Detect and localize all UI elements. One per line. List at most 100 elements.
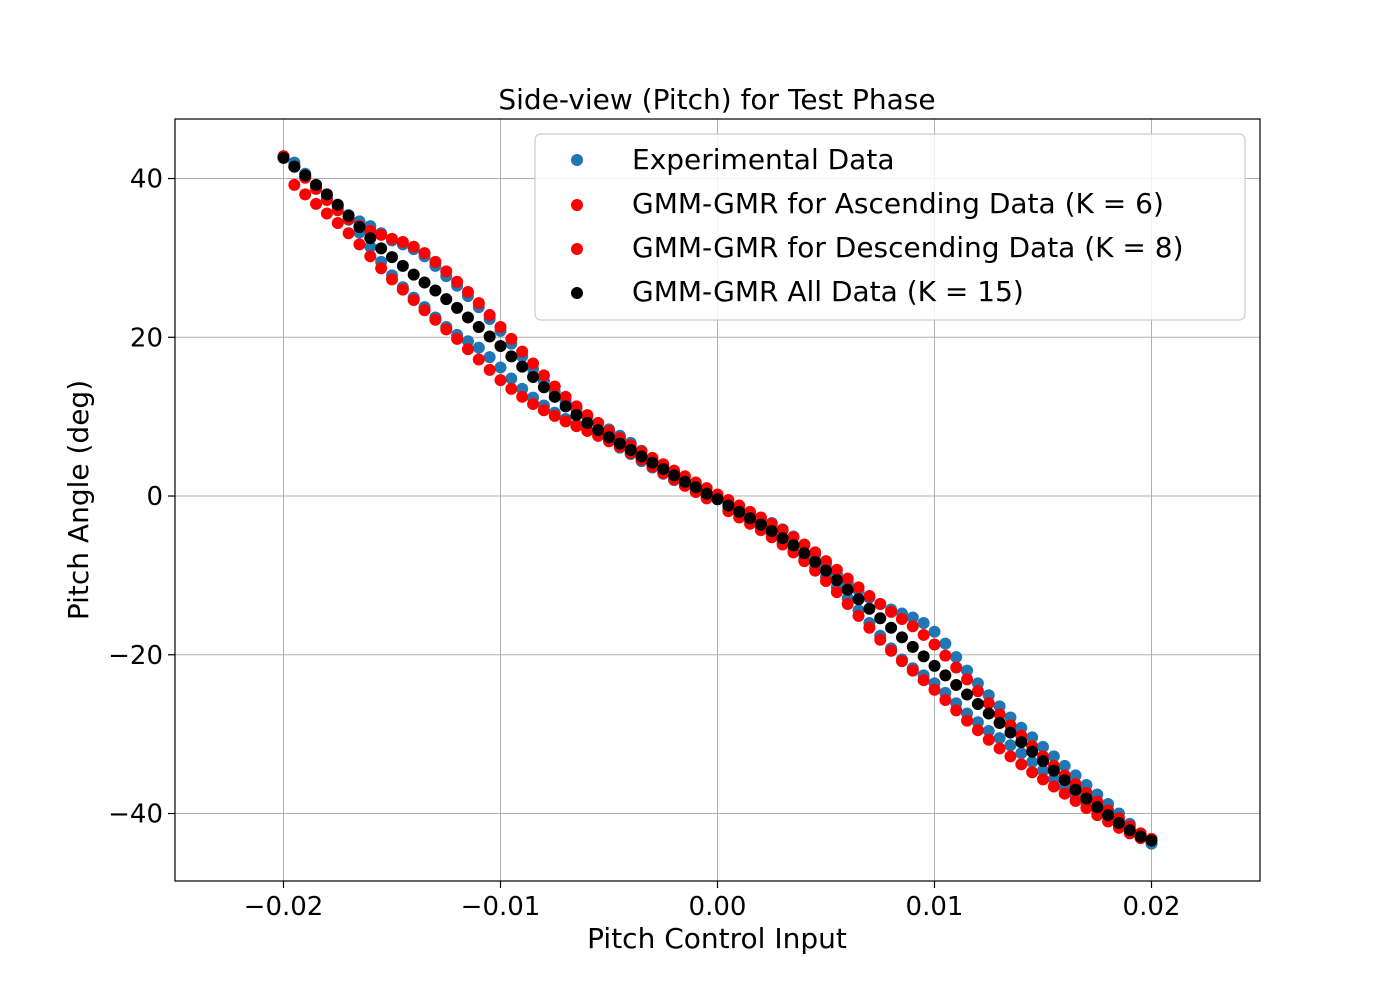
experimental-data-point <box>472 341 485 354</box>
gmm-gmr-ascending-point <box>559 390 572 403</box>
gmm-gmr-all-point <box>820 564 832 577</box>
gmm-gmr-all-point <box>830 574 843 587</box>
experimental-data-point <box>1058 759 1071 772</box>
series-gmm-gmr-all <box>277 151 1158 847</box>
gmm-gmr-all-point <box>472 320 485 333</box>
gmm-gmr-all-point <box>570 409 583 422</box>
gmm-gmr-descending-point <box>895 655 908 668</box>
gmm-gmr-all-point <box>603 431 615 444</box>
gmm-gmr-all-point <box>559 400 572 413</box>
gmm-gmr-descending-point <box>1015 758 1028 771</box>
gmm-gmr-all-point <box>1058 774 1071 787</box>
gmm-gmr-ascending-point <box>982 697 995 710</box>
gmm-gmr-all-point <box>885 621 898 634</box>
gmm-gmr-descending-point <box>950 704 963 717</box>
gmm-gmr-descending-point <box>971 724 984 737</box>
gmm-gmr-ascending-point <box>971 685 984 698</box>
gmm-gmr-ascending-point <box>386 232 398 245</box>
gmm-gmr-ascending-point <box>841 572 854 585</box>
legend-marker-all-data <box>571 287 583 299</box>
gmm-gmr-all-point <box>581 417 594 430</box>
gmm-gmr-all-point <box>668 469 681 482</box>
gmm-gmr-all-point <box>646 456 659 469</box>
gmm-gmr-descending-point <box>299 188 312 201</box>
experimental-data-point <box>1069 769 1082 782</box>
gmm-gmr-descending-point <box>310 197 323 210</box>
gmm-gmr-descending-point <box>961 714 974 727</box>
legend-label-ascending: GMM-GMR for Ascending Data (K = 6) <box>632 187 1164 220</box>
gmm-gmr-descending-point <box>494 374 507 387</box>
experimental-data-point <box>917 617 930 630</box>
legend-label-descending: GMM-GMR for Descending Data (K = 8) <box>632 231 1184 264</box>
gmm-gmr-descending-point <box>451 332 464 345</box>
gmm-gmr-ascending-point <box>407 240 420 253</box>
gmm-gmr-descending-point <box>548 409 561 422</box>
gmm-gmr-descending-point <box>342 227 355 240</box>
gmm-gmr-descending-point <box>505 382 518 395</box>
gmm-gmr-all-point <box>993 717 1006 730</box>
gmm-gmr-all-point <box>1026 745 1039 758</box>
gmm-gmr-ascending-point <box>917 628 930 641</box>
gmm-gmr-all-point <box>288 160 301 173</box>
gmm-gmr-all-point <box>310 178 323 191</box>
gmm-gmr-ascending-point <box>852 581 865 594</box>
x-tick-label: 0.01 <box>906 892 964 922</box>
gmm-gmr-all-point <box>754 518 767 531</box>
experimental-data-point <box>939 637 952 650</box>
gmm-gmr-all-point <box>971 697 984 710</box>
gmm-gmr-all-point <box>1123 824 1136 837</box>
gmm-gmr-all-point <box>657 463 670 476</box>
gmm-gmr-descending-point <box>418 304 431 317</box>
gmm-gmr-all-point <box>787 539 800 552</box>
gmm-gmr-ascending-point <box>451 275 464 288</box>
gmm-gmr-descending-point <box>407 293 420 306</box>
y-tick-label: −20 <box>108 641 163 671</box>
experimental-data-point <box>928 625 941 638</box>
gmm-gmr-ascending-point <box>440 265 453 278</box>
experimental-data-point <box>1026 731 1039 744</box>
gmm-gmr-descending-point <box>863 621 876 634</box>
gmm-gmr-descending-point <box>429 313 442 326</box>
gmm-gmr-all-point <box>277 151 290 164</box>
data-points <box>277 150 1158 850</box>
gmm-gmr-ascending-point <box>548 380 561 393</box>
gmm-gmr-ascending-point <box>472 297 485 310</box>
legend-marker-experimental <box>571 154 583 166</box>
gmm-gmr-all-point <box>1004 726 1017 739</box>
experimental-data-point <box>1015 747 1028 760</box>
series-gmm-gmr-descending <box>288 178 1147 845</box>
gmm-gmr-all-point <box>939 669 952 682</box>
gmm-gmr-descending-point <box>440 323 453 336</box>
gmm-gmr-all-point <box>494 340 507 353</box>
gmm-gmr-all-point <box>863 602 876 615</box>
gmm-gmr-all-point <box>961 688 974 701</box>
gmm-gmr-ascending-point <box>939 649 952 662</box>
gmm-gmr-all-point <box>852 593 865 606</box>
gmm-gmr-ascending-point <box>516 345 529 358</box>
gmm-gmr-descending-point <box>928 683 941 696</box>
experimental-data-point <box>906 611 919 624</box>
gmm-gmr-all-point <box>516 360 529 373</box>
legend-marker-ascending <box>571 199 583 211</box>
legend-marker-descending <box>571 243 583 255</box>
gmm-gmr-ascending-point <box>570 400 583 413</box>
legend-box <box>534 133 1246 321</box>
gmm-gmr-descending-point <box>516 390 529 403</box>
y-tick-label: 40 <box>130 165 163 195</box>
gmm-gmr-descending-point <box>288 178 301 191</box>
gmm-gmr-ascending-point <box>885 605 898 618</box>
gmm-gmr-descending-point <box>364 250 377 263</box>
gmm-gmr-ascending-point <box>830 563 843 576</box>
gmm-gmr-all-point <box>440 293 453 306</box>
experimental-data-point <box>993 732 1006 745</box>
gmm-gmr-descending-point <box>527 397 540 410</box>
gmm-gmr-all-point <box>765 524 778 537</box>
x-tick-label: −0.01 <box>461 892 541 922</box>
experimental-data-point <box>364 240 377 253</box>
gmm-gmr-all-point <box>1015 736 1028 749</box>
gmm-gmr-ascending-point <box>874 597 887 610</box>
gmm-gmr-descending-point <box>353 238 366 251</box>
experimental-data-point <box>961 664 974 677</box>
gmm-gmr-all-point <box>1037 755 1049 768</box>
